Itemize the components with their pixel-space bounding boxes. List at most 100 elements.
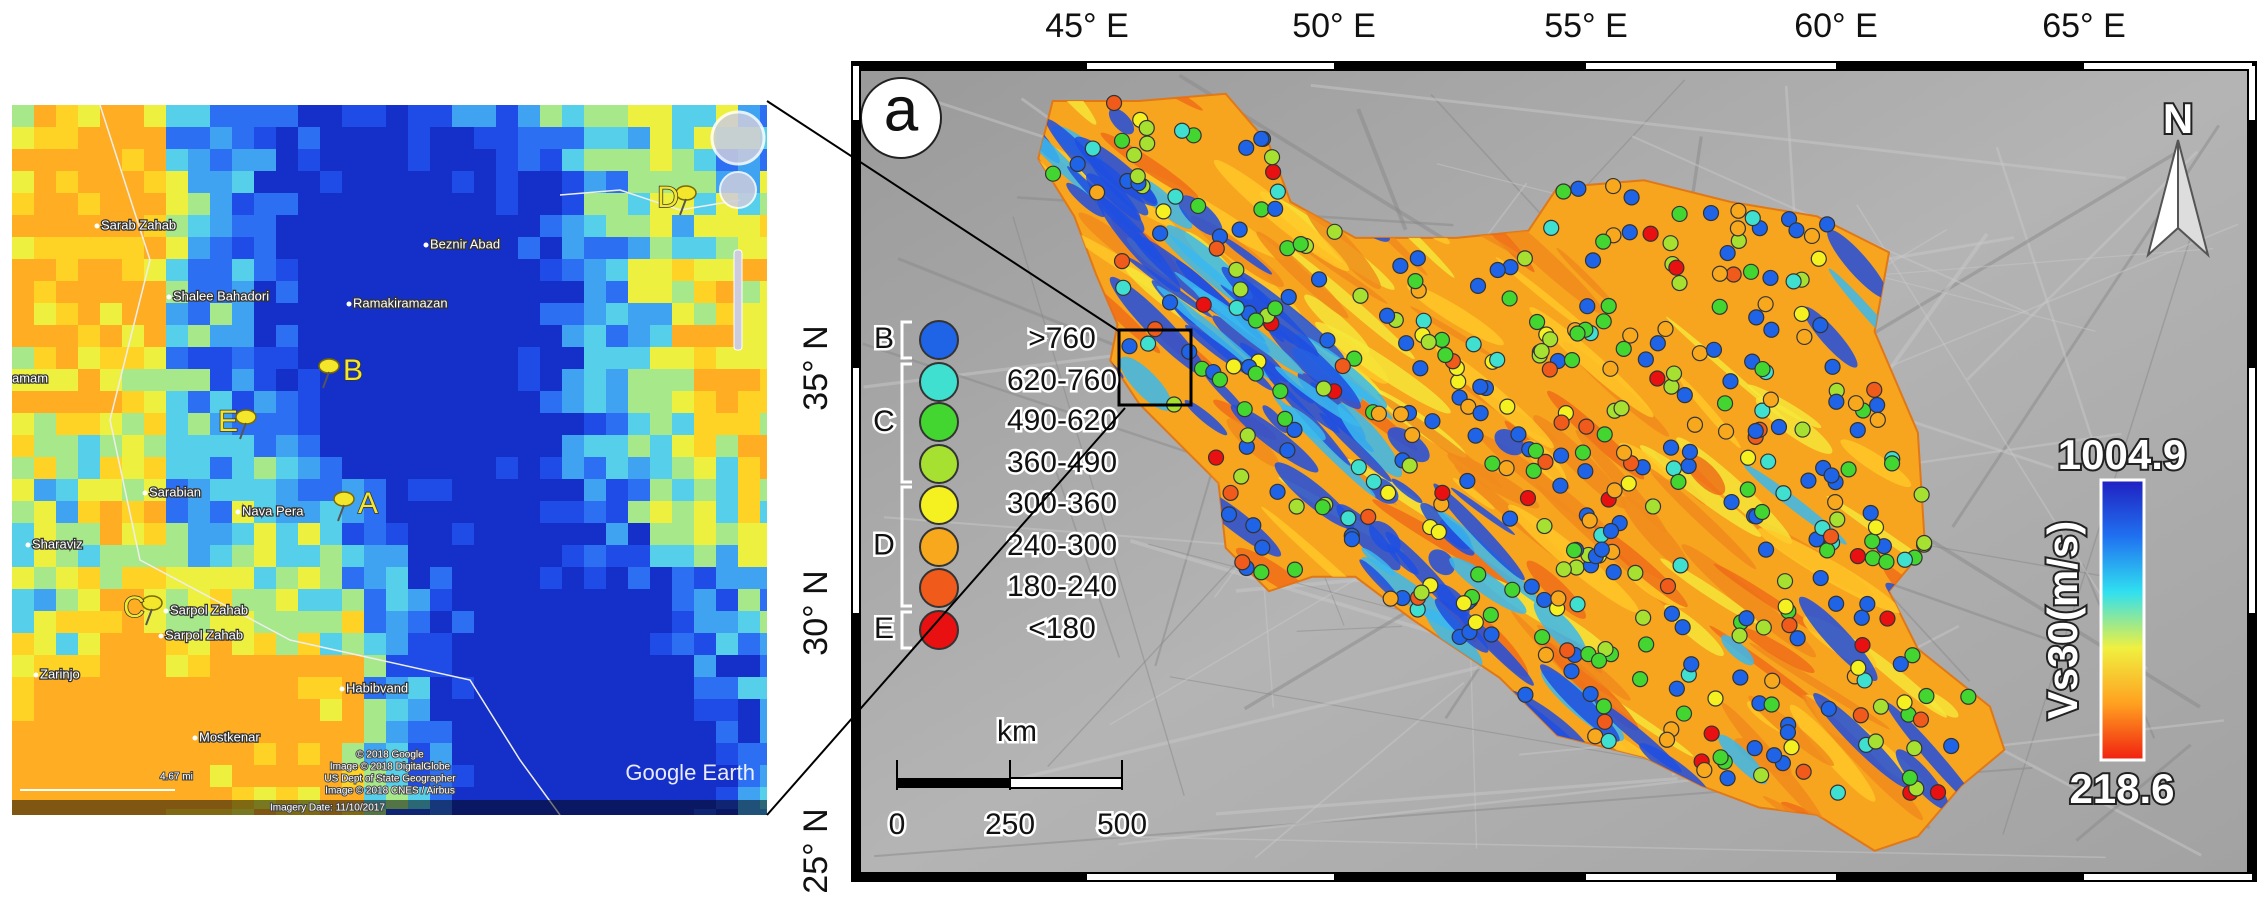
station-dot — [1765, 673, 1780, 688]
inset-pixel — [694, 105, 716, 127]
inset-pixel — [408, 545, 430, 567]
inset-pixel — [474, 149, 496, 171]
inset-pixel — [210, 479, 232, 501]
inset-pixel — [694, 347, 716, 369]
place-label: Ramakiramazan — [353, 295, 448, 310]
inset-pixel — [188, 325, 210, 347]
inset-pixel — [276, 347, 298, 369]
inset-pixel — [650, 303, 672, 325]
inset-pixel — [320, 281, 342, 303]
station-dot — [1658, 321, 1673, 336]
inset-pixel — [100, 325, 122, 347]
inset-pixel — [474, 105, 496, 127]
inset-pixel — [320, 655, 342, 677]
inset-pixel — [210, 655, 232, 677]
station-dot — [1712, 266, 1727, 281]
inset-pixel — [144, 171, 166, 193]
inset-pixel — [276, 281, 298, 303]
inset-pixel — [232, 545, 254, 567]
station-dot — [1281, 289, 1296, 304]
inset-pixel — [122, 699, 144, 721]
inset-pixel — [738, 369, 760, 391]
inset-pixel — [188, 435, 210, 457]
inset-pixel — [496, 303, 518, 325]
inset-pixel — [232, 127, 254, 149]
inset-pixel — [738, 479, 760, 501]
inset-pixel — [606, 193, 628, 215]
station-dot — [1628, 565, 1643, 580]
place-label: amam — [12, 370, 48, 385]
inset-pixel — [606, 435, 628, 457]
station-dot — [1490, 352, 1505, 367]
station-dot — [1289, 499, 1304, 514]
inset-pixel — [276, 589, 298, 611]
legend-group: E — [874, 612, 894, 645]
station-dot — [1434, 332, 1449, 347]
inset-pixel — [210, 237, 232, 259]
inset-pixel — [628, 655, 650, 677]
inset-pixel — [320, 105, 342, 127]
station-dot — [1828, 495, 1843, 510]
inset-pixel — [34, 193, 56, 215]
inset-pixel — [12, 105, 34, 127]
inset-pixel — [166, 677, 188, 699]
inset-pixel — [78, 347, 100, 369]
inset-pixel — [364, 391, 386, 413]
inset-pixel — [540, 743, 562, 765]
inset-pixel — [232, 105, 254, 127]
inset-pixel — [540, 501, 562, 523]
inset-pixel — [430, 523, 452, 545]
station-dot — [1865, 534, 1880, 549]
inset-pixel — [760, 215, 782, 237]
inset-pixel — [496, 589, 518, 611]
station-dot — [1603, 361, 1618, 376]
scale-label: 250 — [985, 808, 1035, 841]
inset-pixel — [386, 369, 408, 391]
station-dot — [1794, 306, 1809, 321]
inset-pixel — [254, 677, 276, 699]
inset-pixel — [100, 765, 122, 787]
inset-pixel — [166, 193, 188, 215]
inset-pixel — [518, 171, 540, 193]
inset-pixel — [210, 457, 232, 479]
inset-pixel — [562, 479, 584, 501]
lon-label: 45° E — [1045, 7, 1129, 45]
station-dot — [1293, 237, 1308, 252]
inset-pixel — [12, 721, 34, 743]
inset-pixel — [12, 479, 34, 501]
station-dot — [1393, 407, 1408, 422]
inset-pixel — [452, 501, 474, 523]
inset-pixel — [650, 369, 672, 391]
station-dot — [1116, 280, 1131, 295]
inset-pixel — [694, 391, 716, 413]
station-dot — [1570, 326, 1585, 341]
scale-label: 4.67 mi — [160, 772, 193, 783]
inset-pixel — [232, 215, 254, 237]
inset-pixel — [276, 699, 298, 721]
inset-pixel — [760, 655, 782, 677]
inset-pixel — [694, 149, 716, 171]
station-dot — [1897, 695, 1912, 710]
inset-pixel — [408, 127, 430, 149]
inset-pixel — [78, 501, 100, 523]
inset-pixel — [694, 655, 716, 677]
inset-pixel — [34, 171, 56, 193]
inset-pixel — [540, 413, 562, 435]
credit-text: US Dept of State Geographer — [324, 774, 456, 785]
station-dot — [1585, 253, 1600, 268]
inset-pixel — [760, 611, 782, 633]
inset-pixel — [474, 523, 496, 545]
marker-label: D — [657, 181, 679, 214]
inset-pixel — [100, 699, 122, 721]
credit-text: © 2018 Google — [356, 750, 424, 761]
station-dot — [1405, 428, 1420, 443]
inset-pixel — [188, 369, 210, 391]
inset-pixel — [540, 479, 562, 501]
pin-head — [319, 359, 339, 373]
inset-pixel — [430, 215, 452, 237]
station-dot — [1596, 314, 1611, 329]
station-dot — [1130, 169, 1145, 184]
inset-pixel — [474, 193, 496, 215]
inset-pixel — [166, 303, 188, 325]
